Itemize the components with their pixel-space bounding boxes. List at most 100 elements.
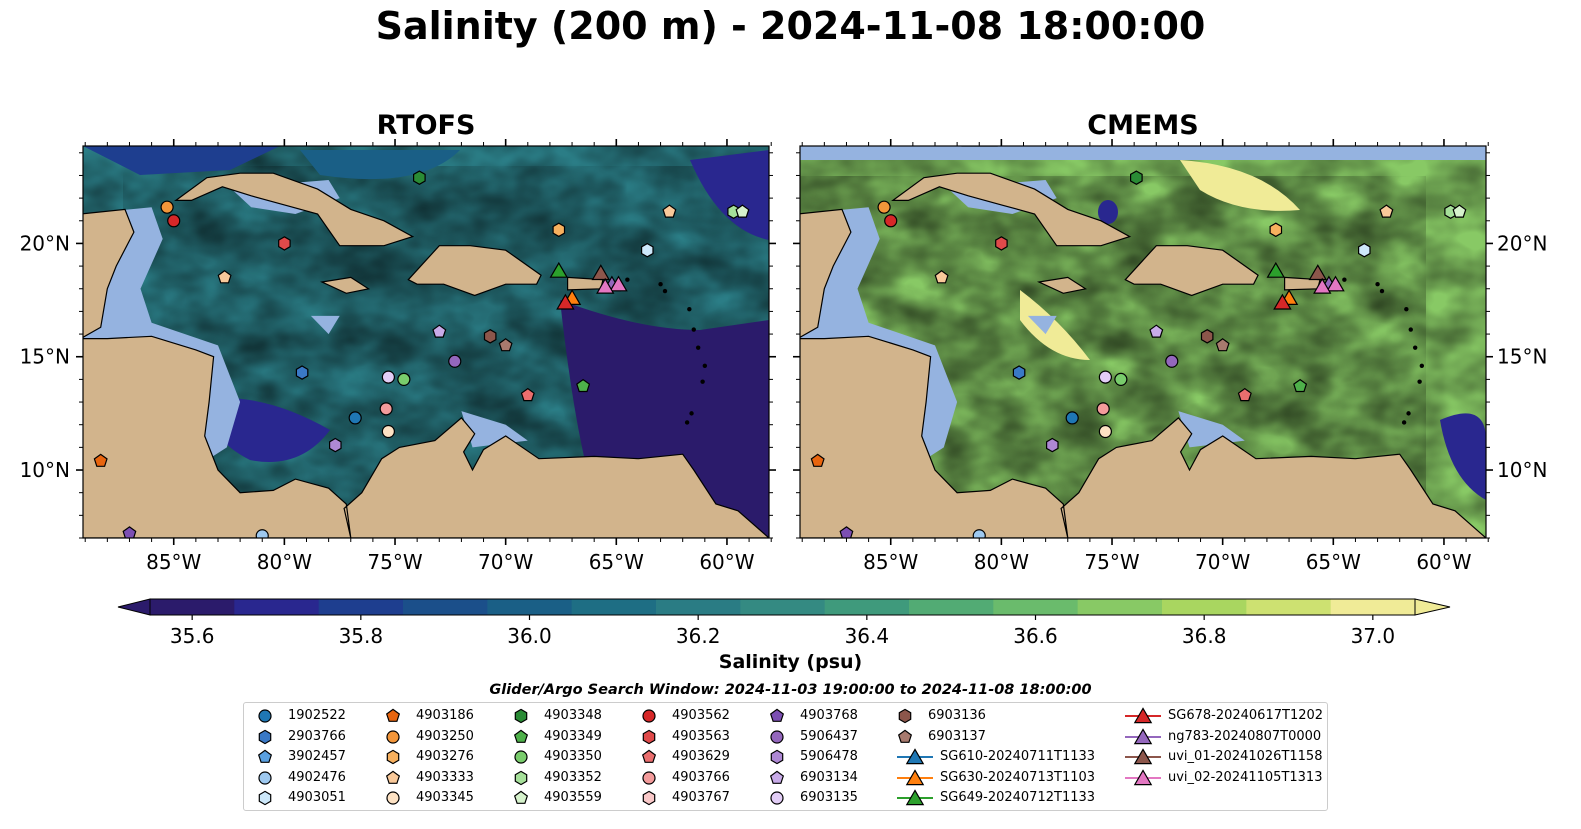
legend-label: SG678-20240617T1202 [1168, 708, 1324, 723]
island [1375, 282, 1380, 287]
island [1406, 411, 1411, 416]
colorbar: 35.6 35.8 36.0 36.2 36.4 36.6 36.8 37.0 [117, 598, 1451, 648]
legend-triangle-icon [905, 789, 925, 806]
legend-marker-icon [1125, 768, 1161, 785]
island [1408, 327, 1413, 332]
float-marker-4903349 [576, 378, 591, 393]
island [691, 327, 696, 332]
legend-label: 4903051 [288, 790, 346, 805]
legend-label: ng783-20240807T0000 [1168, 728, 1322, 744]
glider-marker-uvi_01-20241026T1158 [1308, 264, 1328, 281]
float-marker-1902522 [1065, 411, 1079, 425]
legend-marker-icon [641, 749, 657, 763]
legend-marker-icon [514, 708, 528, 724]
glider-marker-uvi_02-20241105T1313 [1313, 277, 1332, 294]
legend-label: 5906437 [800, 728, 858, 744]
legend-marker-icon [386, 791, 400, 805]
legend-label: 4903768 [800, 708, 858, 723]
lon-tick-label: 75°W [367, 550, 422, 574]
panel-title-cmems: CMEMS [1087, 110, 1199, 141]
glider-marker-uvi_02-20241105T1313 [609, 275, 628, 292]
float-marker-2903766 [295, 365, 309, 380]
legend-pentagon-icon [641, 749, 657, 763]
lon-tick-label: 60°W [1416, 550, 1471, 574]
legend-marker-icon [386, 729, 400, 744]
legend-marker-icon [897, 789, 933, 806]
legend-pentagon-icon [385, 708, 401, 722]
legend-label: 4903766 [672, 769, 730, 785]
legend-marker-icon [513, 729, 529, 743]
colorbar-bin [234, 599, 320, 615]
legend-label: 4903767 [672, 790, 730, 805]
land [83, 146, 769, 538]
legend-marker-icon [769, 770, 785, 784]
legend-label: 4902476 [288, 769, 346, 785]
float-marker-6903137 [1215, 338, 1230, 352]
legend-marker-icon [385, 708, 401, 722]
legend-hexagon-icon [642, 729, 656, 744]
legend-hexagon-icon [258, 729, 272, 744]
legend-marker-icon [642, 729, 656, 744]
lon-tick-label: 70°W [478, 550, 533, 574]
legend-label: 6903136 [928, 708, 986, 723]
legend-triangle-icon [1133, 768, 1153, 785]
legend-pentagon-icon [897, 729, 913, 743]
colorbar-bin [824, 599, 910, 615]
legend-label: 4903349 [544, 728, 602, 744]
legend-label: 4903186 [416, 708, 474, 723]
legend-marker-icon [1125, 727, 1161, 744]
float-marker-4903051 [640, 242, 654, 258]
float-marker-4903276 [1269, 222, 1283, 238]
legend-hexagon-icon [258, 790, 272, 806]
island [684, 420, 690, 425]
legend-triangle-icon [905, 748, 925, 765]
lon-tick-label: 65°W [1306, 550, 1361, 574]
legend-label: SG610-20240711T1133 [940, 749, 1096, 764]
legend-label: uvi_02-20241105T1313 [1168, 769, 1323, 785]
land [800, 146, 1486, 538]
float-marker-4903333 [217, 270, 232, 284]
legend-pentagon-icon [513, 729, 529, 743]
legend-marker-icon [642, 790, 656, 806]
float-marker-5906478 [329, 437, 342, 453]
float-marker-2903766 [1012, 365, 1026, 380]
legend-label: 6903134 [800, 769, 858, 785]
glider-marker-uvi_02-20241105T1313 [596, 277, 615, 294]
island [1404, 306, 1409, 312]
float-marker-4903348 [413, 170, 426, 185]
legend-label: 4903559 [544, 790, 602, 805]
legend-marker-icon [897, 729, 913, 743]
colorbar-tick-label: 36.8 [1182, 624, 1227, 648]
legend-hexagon-icon [642, 790, 656, 806]
float-marker-5906437 [448, 354, 462, 368]
colorbar-bin [656, 599, 741, 615]
legend-hexagon-icon [514, 770, 528, 785]
colorbar-bin [571, 599, 657, 615]
float-marker-4903350 [397, 372, 411, 386]
legend-marker-icon [258, 770, 272, 785]
island [1379, 288, 1385, 294]
colorbar-bin [1077, 599, 1163, 615]
float-marker-4903629 [520, 387, 535, 402]
colorbar-bin [740, 599, 826, 615]
lon-tick-label: 70°W [1195, 550, 1250, 574]
panel-title-rtofs: RTOFS [376, 110, 476, 141]
legend-triangle-icon [1133, 707, 1153, 724]
legend-label: uvi_01-20241026T1158 [1168, 749, 1323, 764]
float-marker-6903135 [381, 370, 395, 384]
float-marker-4903349 [1293, 378, 1308, 393]
legend-label: 6903135 [800, 790, 858, 805]
legend-marker-icon [258, 790, 272, 806]
colorbar-tick-label: 36.6 [1013, 624, 1058, 648]
legend-triangle-icon [905, 768, 925, 785]
float-marker-4903350 [1114, 372, 1128, 386]
legend-marker-icon [770, 791, 784, 805]
lon-tick-label: 80°W [257, 550, 312, 574]
float-marker-4903629 [1237, 387, 1252, 402]
colorbar-label: Salinity (psu) [718, 651, 863, 673]
cmems-overlay [800, 146, 1486, 538]
lat-tick-label: 15°N [20, 345, 70, 369]
legend-marker-icon [770, 729, 784, 744]
colorbar-tick-label: 36.0 [507, 624, 552, 648]
colorbar-bin [909, 599, 994, 615]
